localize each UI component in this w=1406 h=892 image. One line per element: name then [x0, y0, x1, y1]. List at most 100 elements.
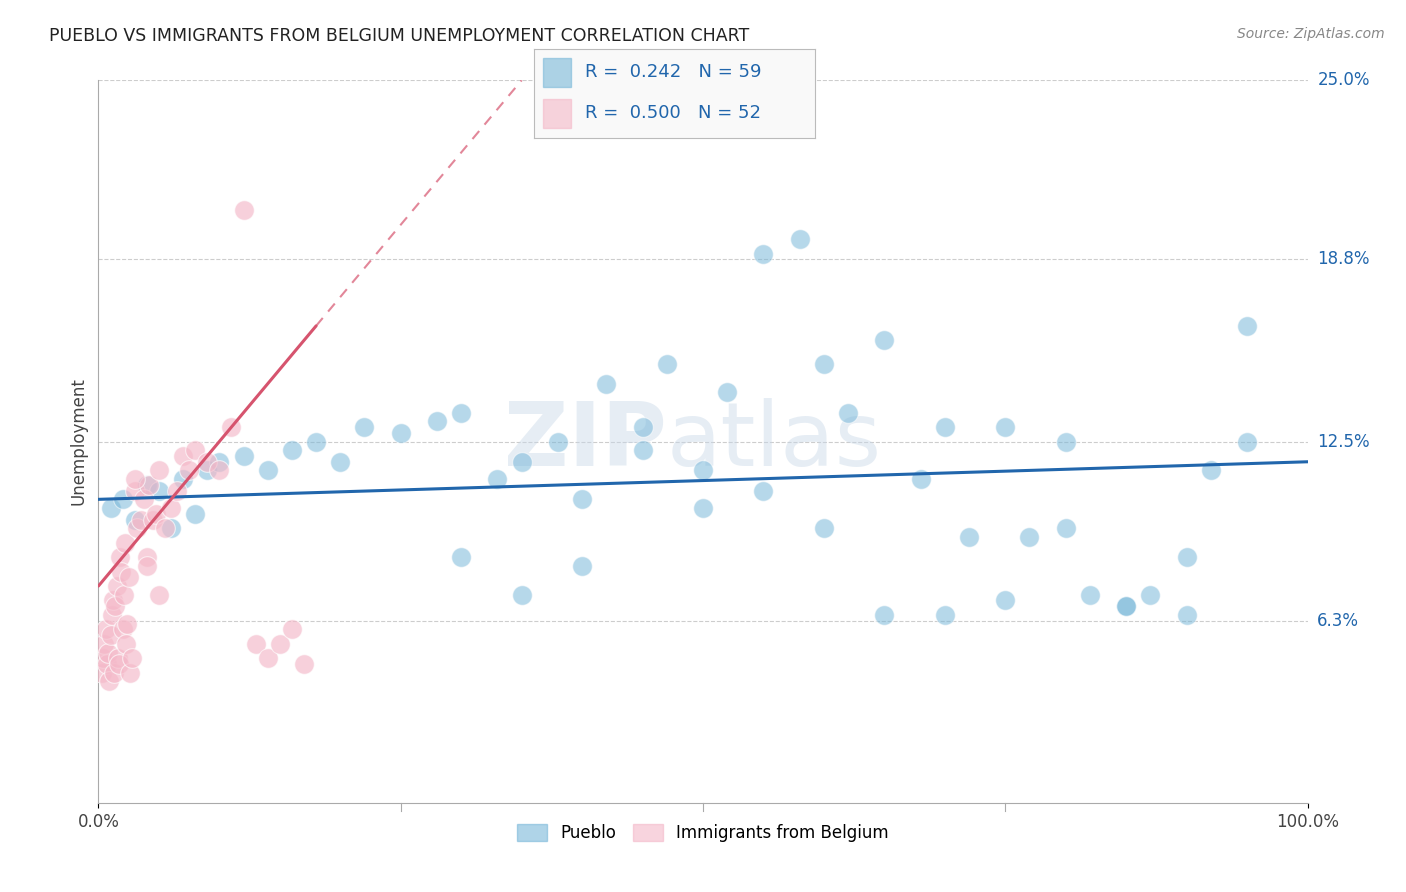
Pueblo: [1115, 599, 1137, 614]
Immigrants from Belgium: [135, 558, 157, 573]
Pueblo: [329, 455, 352, 469]
Pueblo: [510, 588, 533, 602]
Immigrants from Belgium: [94, 623, 117, 637]
Pueblo: [1078, 588, 1101, 602]
Pueblo: [873, 607, 896, 622]
Immigrants from Belgium: [101, 593, 124, 607]
Pueblo: [813, 521, 835, 535]
Immigrants from Belgium: [100, 607, 122, 622]
Text: ZIP: ZIP: [503, 398, 666, 485]
Pueblo: [692, 463, 714, 477]
Pueblo: [595, 376, 617, 391]
Pueblo: [450, 550, 472, 565]
Pueblo: [813, 357, 835, 371]
Immigrants from Belgium: [117, 616, 139, 631]
Immigrants from Belgium: [108, 550, 131, 565]
Immigrants from Belgium: [153, 521, 176, 535]
Immigrants from Belgium: [112, 588, 135, 602]
Pueblo: [100, 501, 122, 516]
Pueblo: [547, 434, 569, 449]
Pueblo: [837, 406, 859, 420]
Immigrants from Belgium: [221, 420, 243, 434]
Pueblo: [160, 521, 183, 535]
Immigrants from Belgium: [232, 203, 254, 218]
Pueblo: [1054, 521, 1077, 535]
Pueblo: [510, 455, 533, 469]
Pueblo: [934, 420, 956, 434]
Immigrants from Belgium: [292, 657, 315, 671]
Pueblo: [1236, 434, 1258, 449]
Immigrants from Belgium: [124, 483, 146, 498]
Legend: Pueblo, Immigrants from Belgium: Pueblo, Immigrants from Belgium: [510, 817, 896, 848]
Pueblo: [135, 478, 157, 492]
Immigrants from Belgium: [256, 651, 278, 665]
Pueblo: [1115, 599, 1137, 614]
Immigrants from Belgium: [107, 651, 129, 665]
Pueblo: [692, 501, 714, 516]
Immigrants from Belgium: [148, 588, 170, 602]
Pueblo: [281, 443, 304, 458]
Text: atlas: atlas: [666, 398, 882, 485]
Pueblo: [1175, 550, 1198, 565]
Immigrants from Belgium: [100, 628, 122, 642]
Pueblo: [631, 420, 654, 434]
Immigrants from Belgium: [134, 492, 156, 507]
Pueblo: [389, 425, 412, 440]
Pueblo: [752, 246, 775, 260]
Text: 12.5%: 12.5%: [1317, 433, 1369, 450]
Immigrants from Belgium: [148, 463, 170, 477]
Pueblo: [994, 593, 1017, 607]
Pueblo: [172, 472, 194, 486]
Pueblo: [994, 420, 1017, 434]
Pueblo: [195, 463, 218, 477]
Pueblo: [655, 357, 678, 371]
Immigrants from Belgium: [142, 512, 165, 526]
Text: Source: ZipAtlas.com: Source: ZipAtlas.com: [1237, 27, 1385, 41]
Text: R =  0.242   N = 59: R = 0.242 N = 59: [585, 63, 762, 81]
Immigrants from Belgium: [135, 550, 157, 565]
Pueblo: [208, 455, 231, 469]
Immigrants from Belgium: [93, 637, 115, 651]
Immigrants from Belgium: [281, 623, 304, 637]
Immigrants from Belgium: [110, 565, 132, 579]
Bar: [543, 99, 571, 128]
Immigrants from Belgium: [108, 657, 131, 671]
Text: 6.3%: 6.3%: [1317, 612, 1360, 630]
Immigrants from Belgium: [138, 478, 160, 492]
Pueblo: [305, 434, 328, 449]
Immigrants from Belgium: [121, 651, 143, 665]
Immigrants from Belgium: [208, 463, 231, 477]
Immigrants from Belgium: [96, 657, 118, 671]
Pueblo: [716, 385, 738, 400]
Text: 18.8%: 18.8%: [1317, 251, 1369, 268]
Immigrants from Belgium: [111, 623, 134, 637]
Pueblo: [1236, 318, 1258, 333]
Pueblo: [1018, 530, 1040, 544]
Pueblo: [873, 334, 896, 348]
Text: R =  0.500   N = 52: R = 0.500 N = 52: [585, 104, 761, 122]
Immigrants from Belgium: [179, 463, 201, 477]
Immigrants from Belgium: [245, 637, 267, 651]
Pueblo: [124, 512, 146, 526]
Immigrants from Belgium: [160, 501, 183, 516]
Pueblo: [571, 492, 593, 507]
Immigrants from Belgium: [118, 665, 141, 680]
Immigrants from Belgium: [269, 637, 291, 651]
Immigrants from Belgium: [166, 483, 188, 498]
Pueblo: [957, 530, 980, 544]
Pueblo: [631, 443, 654, 458]
Pueblo: [486, 472, 509, 486]
Immigrants from Belgium: [91, 651, 114, 665]
Immigrants from Belgium: [184, 443, 207, 458]
Immigrants from Belgium: [115, 637, 138, 651]
Pueblo: [1175, 607, 1198, 622]
Y-axis label: Unemployment: Unemployment: [69, 377, 87, 506]
Immigrants from Belgium: [172, 449, 194, 463]
Immigrants from Belgium: [127, 521, 149, 535]
Pueblo: [148, 483, 170, 498]
Pueblo: [256, 463, 278, 477]
Text: 25.0%: 25.0%: [1317, 71, 1369, 89]
Pueblo: [571, 558, 593, 573]
Immigrants from Belgium: [97, 646, 120, 660]
Immigrants from Belgium: [105, 579, 128, 593]
